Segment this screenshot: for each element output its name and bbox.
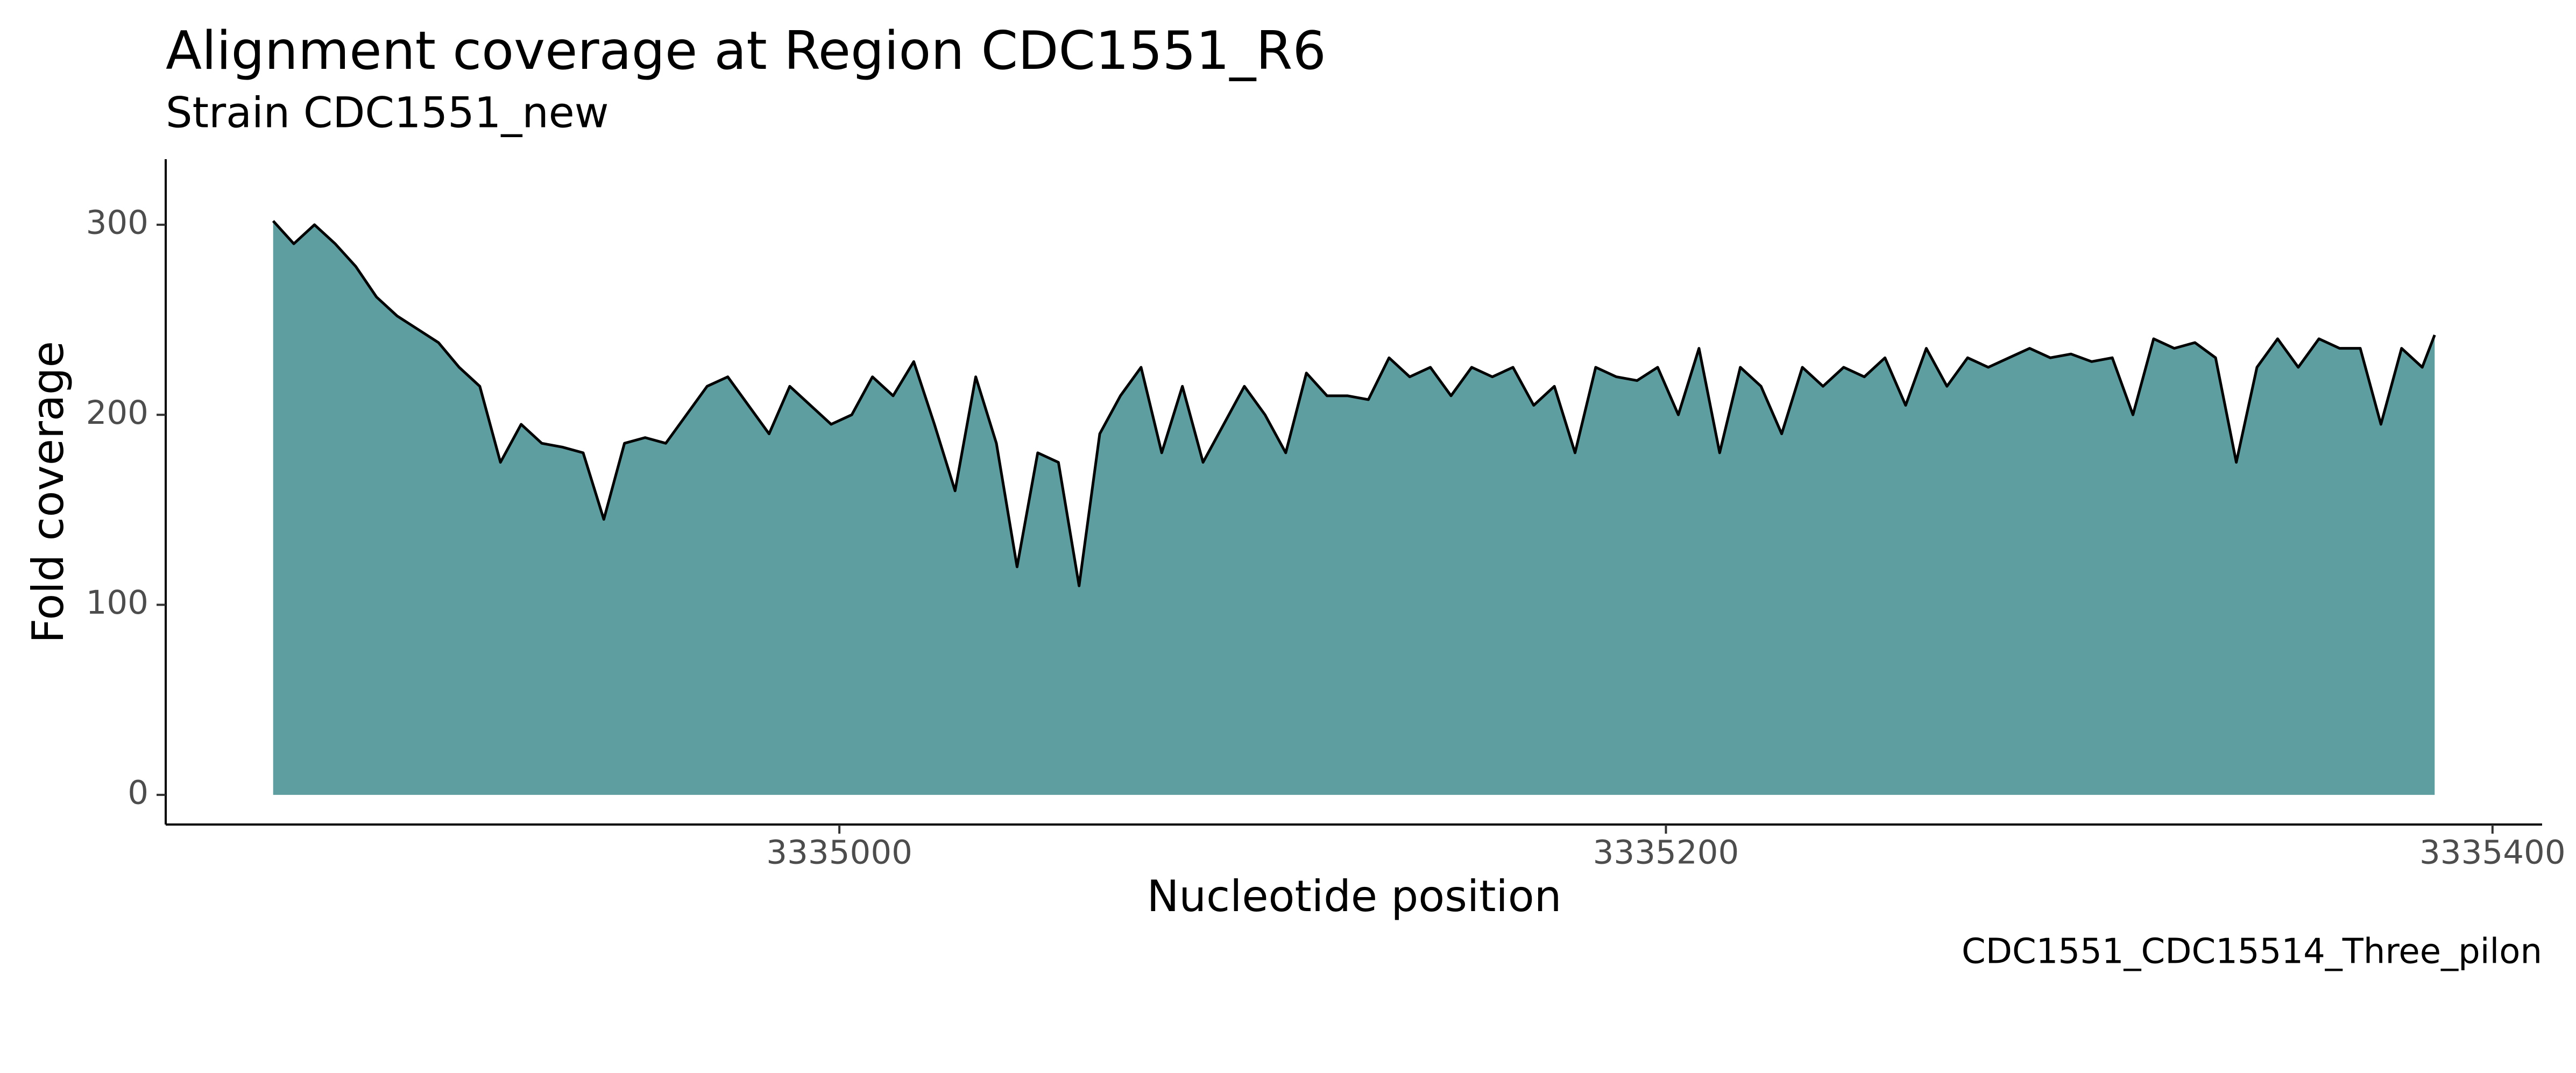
x-tick-label: 3335200: [1593, 834, 1739, 872]
y-tick-label: 100: [86, 584, 148, 622]
y-tick-label: 0: [128, 773, 148, 812]
y-tick-label: 300: [86, 203, 148, 241]
x-axis-title: Nucleotide position: [1147, 871, 1562, 921]
chart-subtitle: Strain CDC1551_new: [166, 89, 609, 137]
y-axis-title: Fold coverage: [23, 341, 73, 643]
y-tick-label: 200: [86, 394, 148, 432]
area-fill: [273, 221, 2435, 795]
chart-title: Alignment coverage at Region CDC1551_R6: [166, 20, 1326, 82]
x-tick-label: 3335000: [766, 834, 912, 872]
coverage-line: [272, 220, 2436, 587]
caption: CDC1551_CDC15514_Three_pilon: [1962, 932, 2542, 972]
x-tick-label: 3335400: [2419, 834, 2566, 872]
